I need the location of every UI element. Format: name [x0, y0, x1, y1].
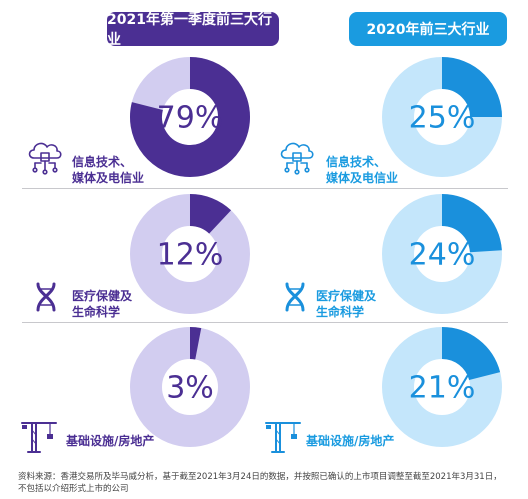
cloud-chip-icon	[280, 142, 314, 175]
donut-value-arc	[189, 194, 232, 235]
donut-value-arc	[441, 57, 502, 118]
label-right-healthcare: 医疗保健及 生命科学	[316, 289, 377, 319]
label-left-infrastructure: 基础设施/房地产	[66, 434, 155, 448]
header-2020: 2020年前三大行业	[349, 12, 507, 46]
source-footnote: 资料来源：香港交易所及毕马威分析，基于截至2021年3月24日的数据，并按照已确…	[18, 472, 502, 494]
donut-value-arc	[441, 327, 501, 381]
row-divider-2	[22, 322, 508, 323]
construction-crane-icon	[265, 422, 301, 453]
dna-icon	[36, 282, 56, 312]
label-right-infrastructure: 基础设施/房地产	[306, 434, 395, 448]
donut-percent-label: 25%	[409, 101, 476, 136]
donut-percent-label: 12%	[157, 238, 224, 273]
construction-crane-icon	[21, 422, 57, 453]
donut-percent-label: 24%	[409, 238, 476, 273]
header-2021-q1: 2021年第一季度前三大行业	[107, 12, 279, 48]
dna-icon	[285, 282, 305, 312]
label-right-ict: 信息技术、 媒体及电信业	[326, 155, 399, 185]
label-left-healthcare: 医疗保健及 生命科学	[72, 289, 133, 319]
donut-value-arc	[189, 327, 202, 360]
donut-percent-label: 21%	[409, 371, 476, 406]
row-divider-1	[22, 188, 508, 189]
donut-value-arc	[130, 57, 250, 177]
donut-percent-label: 79%	[157, 101, 224, 136]
donut-value-arc	[441, 194, 502, 254]
donut-percent-label: 3%	[166, 371, 214, 406]
label-left-ict: 信息技术、 媒体及电信业	[72, 155, 145, 185]
cloud-chip-icon	[28, 142, 62, 175]
